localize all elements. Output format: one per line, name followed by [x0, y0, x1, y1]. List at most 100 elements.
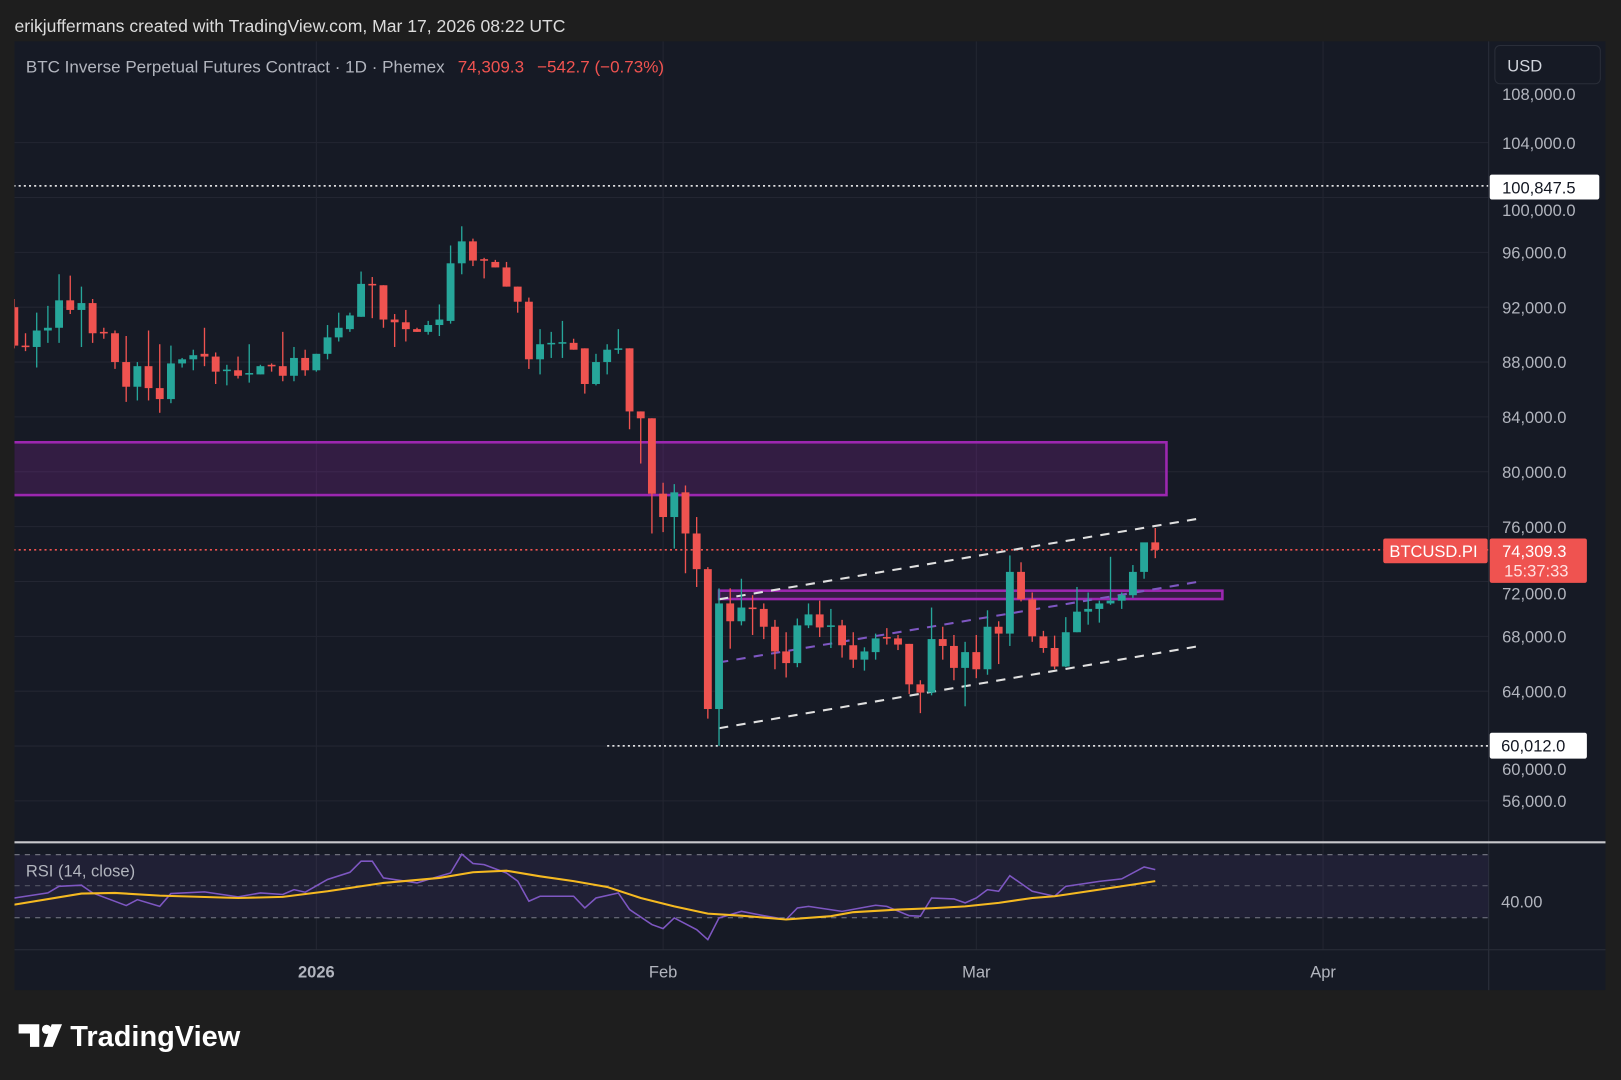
candle: [894, 634, 902, 651]
rsi-axis-tick: 40.00: [1501, 892, 1542, 911]
candle: [413, 327, 421, 332]
candle: [267, 363, 276, 372]
candle: [480, 257, 489, 279]
candle-body: [245, 373, 254, 375]
symbol-badge-label: BTCUSD.PI: [1389, 542, 1477, 561]
chart-panel: [14, 41, 1606, 991]
candle-body: [1039, 636, 1048, 648]
candle: [99, 327, 108, 339]
candle: [1128, 565, 1137, 598]
candle-body: [1050, 647, 1059, 667]
candle-body: [77, 303, 86, 310]
candle: [502, 261, 511, 287]
candle-body: [211, 356, 220, 372]
candle: [961, 641, 970, 707]
candle: [916, 680, 925, 714]
price-axis[interactable]: 108,000.0 104,000.0 100,000.0 96,000.0 92,00…: [1502, 85, 1575, 811]
candle: [782, 632, 791, 678]
candle-body: [524, 301, 533, 360]
candle-body: [860, 651, 869, 660]
chart-legend: BTC Inverse Perpetual Futures Contract ·…: [26, 57, 664, 76]
candle-body: [435, 319, 444, 326]
candle: [111, 330, 119, 369]
price-axis-tick: 76,000.0: [1502, 518, 1566, 537]
price-pane[interactable]: [3, 185, 1489, 747]
candle: [793, 618, 802, 668]
candle: [513, 286, 522, 313]
candle-body: [815, 614, 824, 628]
candle: [871, 633, 880, 660]
price-axis-tick: 80,000.0: [1502, 463, 1566, 482]
candle: [1039, 630, 1048, 653]
candle-body: [580, 348, 589, 384]
candle: [994, 621, 1003, 665]
candle: [256, 364, 265, 375]
candle-body: [55, 300, 63, 328]
candle-body: [1128, 571, 1137, 596]
candle: [21, 333, 30, 352]
candle-body: [278, 366, 287, 376]
channel-trendline: [718, 580, 1201, 664]
candle-body: [32, 330, 41, 347]
candle: [603, 344, 612, 375]
candle: [1061, 617, 1070, 668]
candle: [55, 274, 63, 343]
candle: [558, 320, 567, 358]
candle: [860, 647, 869, 671]
candle-body: [961, 652, 970, 668]
price-axis-tick: 72,000.0: [1502, 584, 1566, 603]
candle: [647, 418, 656, 534]
time-axis-tick: 2026: [298, 963, 335, 982]
candle: [189, 349, 198, 371]
candle: [625, 348, 634, 430]
candle: [838, 619, 847, 658]
candle: [379, 285, 388, 328]
candle: [133, 362, 142, 401]
time-axis[interactable]: 2026 Feb Mar Apr: [298, 963, 1336, 982]
attribution-text: erikjuffermans created with TradingView.…: [14, 16, 565, 36]
candle-body: [972, 652, 981, 670]
candle-body: [323, 337, 332, 354]
candle: [435, 304, 444, 336]
candle: [200, 327, 209, 367]
candle: [659, 482, 668, 533]
candle-body: [457, 241, 466, 264]
candle: [1050, 635, 1059, 670]
candle: [312, 353, 321, 372]
candle-body: [99, 331, 108, 334]
currency-button[interactable]: USD: [1494, 44, 1601, 85]
candle-body: [334, 327, 343, 338]
candle: [592, 353, 600, 386]
candle: [446, 245, 455, 324]
candle: [401, 309, 410, 342]
candle-body: [111, 333, 119, 363]
candle-body: [849, 645, 858, 660]
candle: [715, 588, 723, 746]
price-axis-tick: 60,000.0: [1502, 760, 1566, 779]
candle-body: [569, 342, 578, 350]
candle-body: [692, 533, 701, 570]
rsi-pane[interactable]: [14, 853, 1489, 941]
candle-body: [916, 684, 925, 693]
candle: [211, 352, 220, 384]
candle-body: [938, 639, 947, 646]
candle-body: [950, 645, 958, 668]
tradingview-logo-text: TradingView: [70, 1021, 240, 1053]
rsi-lines: [14, 853, 1156, 941]
tradingview-logo-icon: [18, 1024, 63, 1047]
candle: [14, 298, 19, 349]
candle-body: [469, 241, 477, 261]
candle-body: [133, 366, 142, 387]
candle: [43, 305, 52, 343]
candle-body: [200, 353, 209, 357]
rsi-label: RSI (14, close): [26, 861, 135, 880]
candle: [927, 607, 936, 696]
candle-body: [256, 366, 265, 375]
candle: [77, 286, 86, 347]
candle-body: [1017, 571, 1025, 600]
price-axis-tick: 96,000.0: [1502, 244, 1566, 263]
candle: [290, 346, 298, 382]
candle-body: [234, 370, 242, 376]
candle-body: [592, 362, 600, 384]
candle: [1106, 556, 1115, 605]
